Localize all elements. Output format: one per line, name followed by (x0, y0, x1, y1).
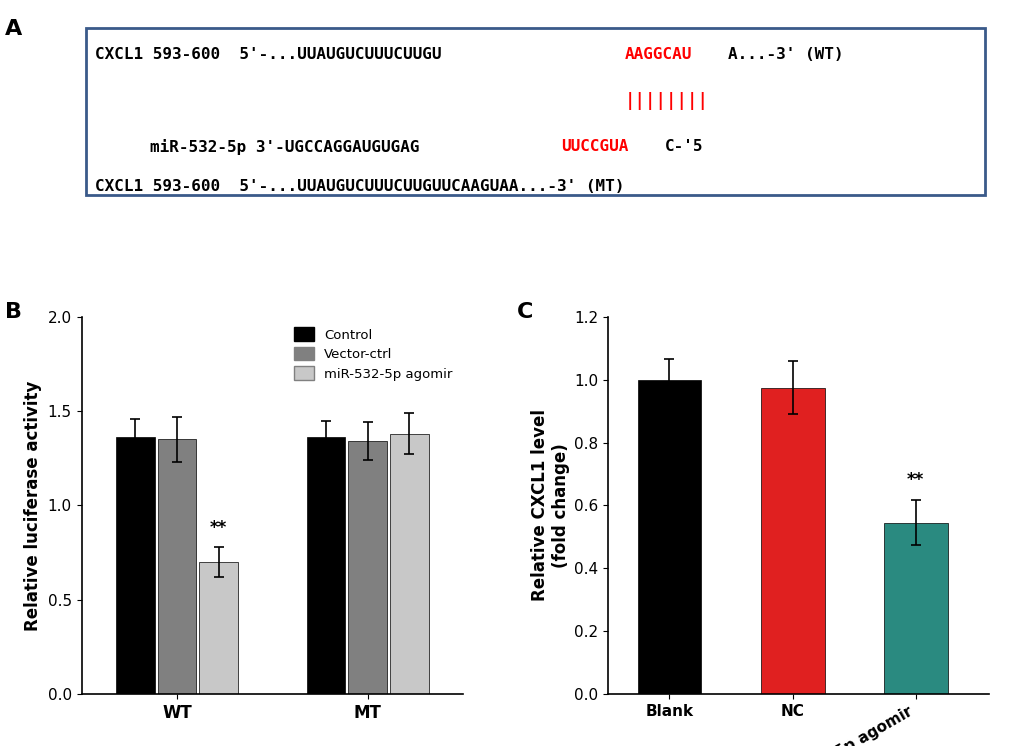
Bar (760, 388, 823, 694)
Text: C: C (516, 302, 532, 322)
Bar (158, 439, 196, 694)
Bar (307, 437, 345, 694)
Legend: Control, Vector-ctrl, miR-532-5p agomir: Control, Vector-ctrl, miR-532-5p agomir (289, 324, 455, 385)
Text: A...-3' (WT): A...-3' (WT) (727, 47, 843, 62)
Text: ||||||||: |||||||| (625, 92, 708, 110)
Bar (637, 380, 701, 694)
Text: AAGGCAU: AAGGCAU (624, 47, 691, 62)
Y-axis label: Relative luciferase activity: Relative luciferase activity (24, 380, 42, 630)
Bar (882, 523, 947, 694)
Bar (199, 562, 237, 694)
Bar (389, 433, 428, 694)
Text: A: A (5, 19, 22, 39)
Text: C-'5: C-'5 (663, 140, 702, 154)
Text: miR-532-5p 3'-UGCCAGGAUGUGAG: miR-532-5p 3'-UGCCAGGAUGUGAG (150, 139, 419, 155)
FancyBboxPatch shape (86, 28, 984, 195)
Text: **: ** (906, 471, 923, 489)
Text: CXCL1 593-600  5'-...UUAUGUCUUUCUUGU: CXCL1 593-600 5'-...UUAUGUCUUUCUUGU (95, 47, 441, 62)
Bar (347, 442, 386, 694)
Text: UUCCGUA: UUCCGUA (560, 140, 629, 154)
Bar (116, 437, 155, 694)
Text: CXCL1 593-600  5'-...UUAUGUCUUUCUUGUUCAAGUAA...-3' (MT): CXCL1 593-600 5'-...UUAUGUCUUUCUUGUUCAAG… (95, 178, 624, 194)
Text: B: B (5, 302, 22, 322)
Text: **: ** (210, 519, 227, 537)
Y-axis label: Relative CXCL1 level
(fold change): Relative CXCL1 level (fold change) (531, 410, 570, 601)
